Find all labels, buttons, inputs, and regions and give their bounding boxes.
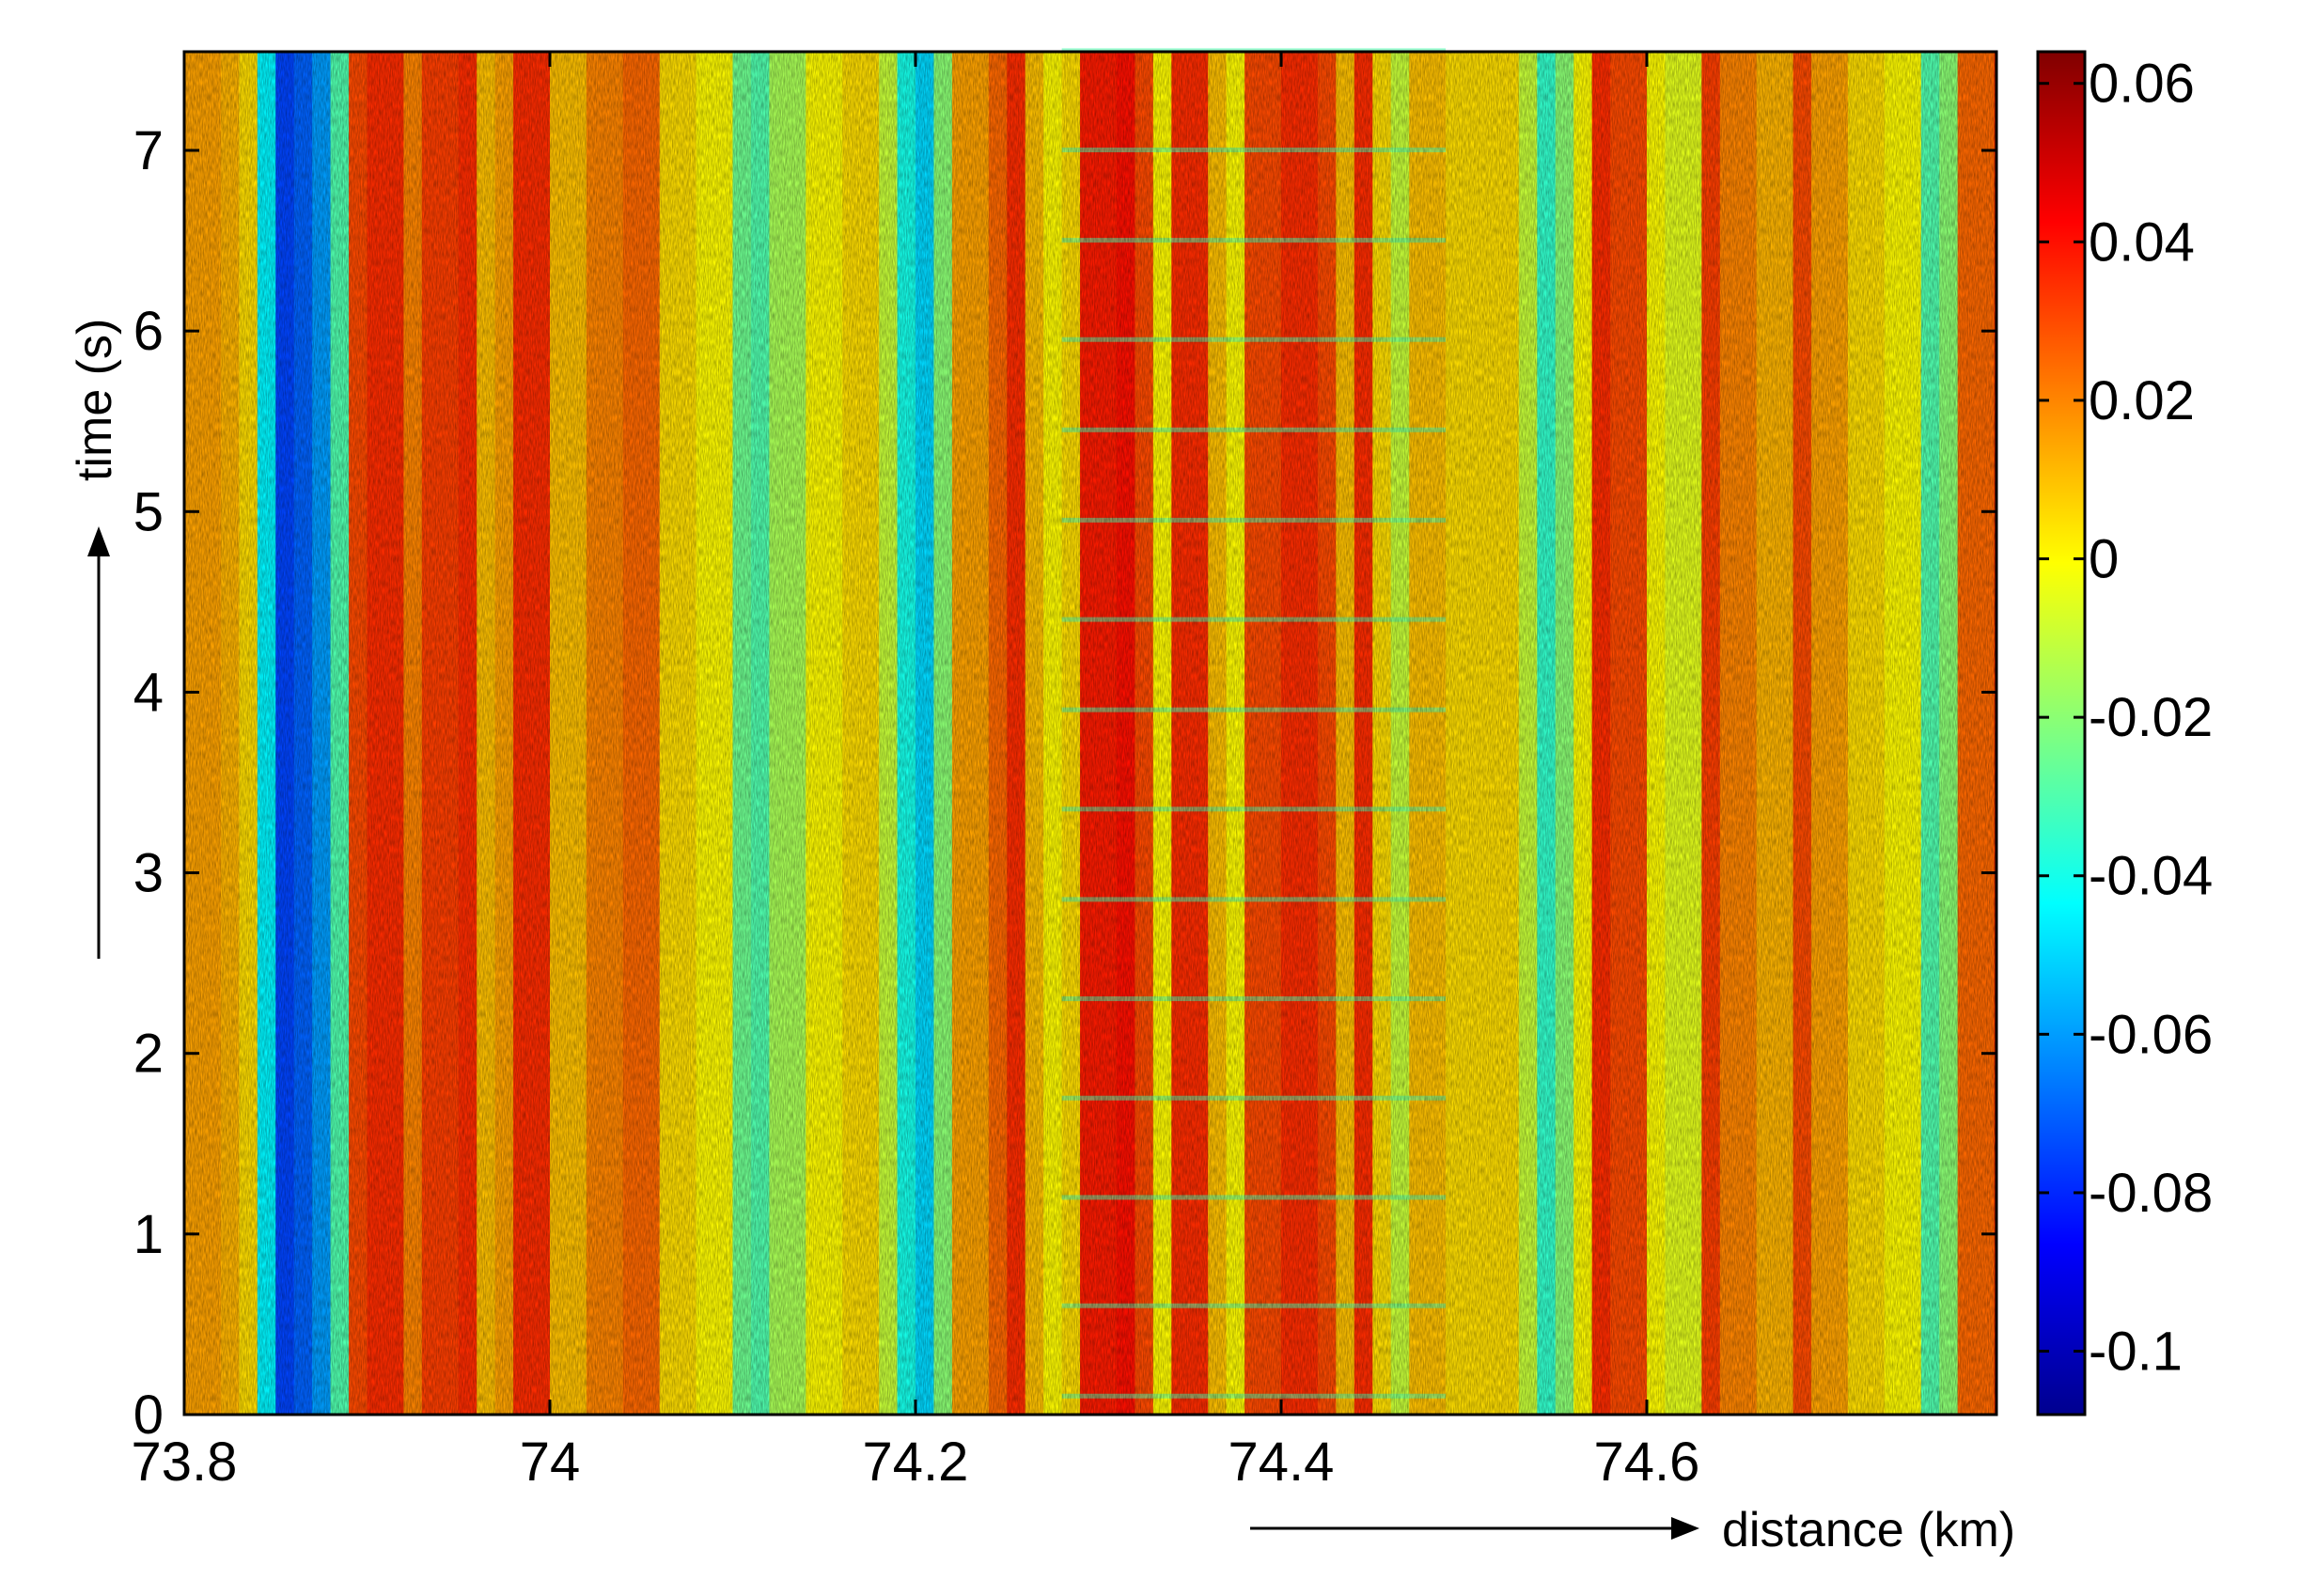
y-tick-label: 6 xyxy=(133,301,164,362)
colorbar-tick-label: -0.1 xyxy=(2089,1322,2183,1383)
colorbar-tick-label: -0.02 xyxy=(2089,687,2213,748)
heatmap-noise-texture xyxy=(184,52,1996,1415)
y-tick-label: 5 xyxy=(133,481,164,542)
colorbar-tick-label: -0.06 xyxy=(2089,1004,2213,1065)
y-axis-arrowhead xyxy=(87,526,110,556)
colorbar-tick-label: -0.04 xyxy=(2089,846,2213,907)
colorbar-ticks: 0.06 0.04 0.02 0 -0.02 -0.04 -0.06 -0.08 -0.1 xyxy=(2038,54,2213,1383)
heatmap-area xyxy=(184,48,1997,1415)
x-tick-label: 74.6 xyxy=(1594,1432,1700,1493)
x-tick-label: 73.8 xyxy=(132,1432,238,1493)
x-axis-arrowhead xyxy=(1671,1517,1699,1540)
y-tick-label: 4 xyxy=(133,662,164,723)
colorbar: 0.06 0.04 0.02 0 -0.02 -0.04 -0.06 -0.08 -0.1 xyxy=(2036,50,2213,1416)
x-tick-label: 74 xyxy=(520,1432,581,1493)
colorbar-tick-label: 0.02 xyxy=(2089,370,2195,431)
plot-frame xyxy=(182,50,1998,1416)
x-tick-label: 74.4 xyxy=(1229,1432,1335,1493)
colorbar-tick-label: -0.08 xyxy=(2089,1163,2213,1224)
y-axis: 0 1 2 3 4 5 6 7 xyxy=(133,120,1996,1446)
x-axis: 73.8 74 74.2 74.4 74.6 xyxy=(132,52,1700,1493)
y-tick-label: 3 xyxy=(133,843,164,904)
y-tick-label: 2 xyxy=(133,1024,164,1085)
colorbar-gradient xyxy=(2036,50,2087,1416)
x-axis-label: distance (km) xyxy=(1722,1503,2015,1557)
y-tick-label: 0 xyxy=(133,1385,164,1446)
colorbar-tick-label: 0.06 xyxy=(2089,54,2195,115)
x-axis-label-group: distance (km) xyxy=(1250,1503,2015,1557)
y-axis-label-group: time (s) xyxy=(68,319,122,959)
y-tick-label: 1 xyxy=(133,1204,164,1265)
y-tick-label: 7 xyxy=(133,120,164,181)
x-tick-label: 74.2 xyxy=(863,1432,969,1493)
y-axis-label: time (s) xyxy=(68,319,122,481)
colorbar-tick-label: 0.04 xyxy=(2089,211,2195,273)
colorbar-tick-label: 0 xyxy=(2089,529,2119,590)
